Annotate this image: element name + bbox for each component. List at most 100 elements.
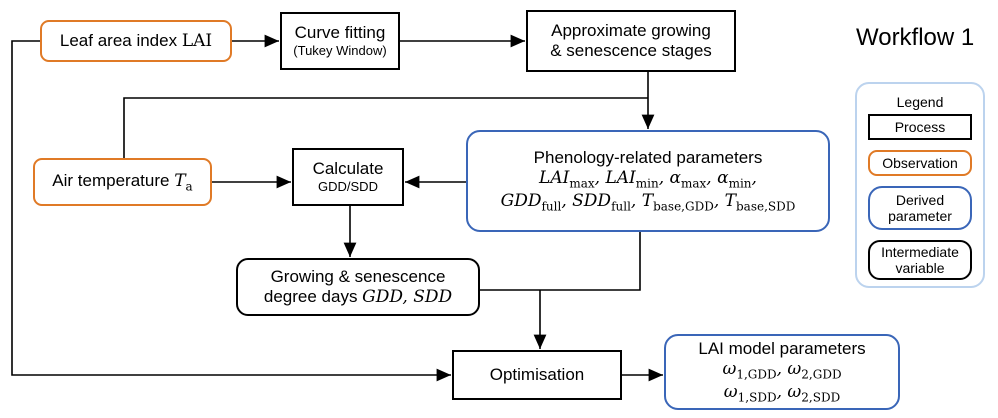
legend: Legend Process Observation Derived param… xyxy=(855,82,985,288)
subscript: max xyxy=(680,176,707,191)
subscript: max xyxy=(569,176,595,191)
text-line: degree days GDD, SDD xyxy=(264,287,452,307)
subscript: min xyxy=(728,176,752,191)
math-symbol: , xyxy=(706,168,717,188)
math-symbol: , xyxy=(595,168,606,188)
symbol: T xyxy=(641,191,654,212)
text-line: ω1,SDD, ω2,SDD xyxy=(724,382,840,405)
math-symbol: LAI xyxy=(182,31,212,51)
symbol: , xyxy=(658,168,670,189)
symbol: LAI xyxy=(539,168,570,189)
intermediate-node: Growing & senescence degree days GDD, SDD xyxy=(236,258,480,316)
observation-node: Air temperature Ta xyxy=(33,158,212,206)
legend-item: Observation xyxy=(868,150,972,176)
subscript: a xyxy=(185,179,193,193)
label: GDD/SDD xyxy=(318,179,378,195)
symbol: , xyxy=(751,168,757,189)
text-line: Calculate xyxy=(313,159,384,179)
text-line: Optimisation xyxy=(490,365,584,385)
text-line: Curve fitting xyxy=(295,23,386,43)
symbol: GDD xyxy=(500,191,542,212)
label: LAI model parameters xyxy=(698,339,866,359)
process-node: Curve fitting (Tukey Window) xyxy=(280,12,400,70)
text-line: Growing & senescence xyxy=(271,267,446,287)
symbol: SDD xyxy=(572,191,612,212)
math-symbol: GDDfull xyxy=(500,191,562,213)
label: Leaf area index xyxy=(59,30,182,50)
label: degree days xyxy=(263,287,363,306)
symbol: LAI xyxy=(181,30,213,51)
arrow xyxy=(11,40,451,382)
math-symbol: ω1,SDD xyxy=(723,382,777,405)
subscript: base,SDD xyxy=(735,199,796,214)
process-node: Calculate GDD/SDD xyxy=(292,148,404,206)
symbol: T xyxy=(174,170,186,191)
math-symbol: Ta xyxy=(174,170,193,193)
math-symbol: , xyxy=(777,382,788,402)
legend-item: Process xyxy=(868,114,972,140)
label: Optimisation xyxy=(489,364,585,384)
symbol: ω xyxy=(722,359,737,380)
math-symbol: Tbase,GDD xyxy=(641,191,714,214)
text-line: Approximate growing xyxy=(551,21,711,41)
text-line: Air temperature Ta xyxy=(52,171,192,194)
text-line: GDD/SDD xyxy=(318,179,378,195)
derived-node: LAI model parameters ω1,GDD, ω2,GDD ω1,SDD… xyxy=(664,334,900,410)
math-symbol: , xyxy=(561,191,572,211)
symbol: SDD xyxy=(413,287,453,307)
subscript: full xyxy=(611,199,631,214)
math-symbol: GDD xyxy=(362,287,402,307)
text-line: LAI model parameters xyxy=(698,339,865,359)
label: Air temperature xyxy=(52,170,175,190)
label: Curve fitting xyxy=(294,23,386,42)
legend-title: Legend xyxy=(896,94,944,110)
math-symbol: αmax xyxy=(669,168,707,191)
math-symbol: αmin xyxy=(717,168,752,191)
math-symbol: , xyxy=(659,168,670,188)
symbol: , xyxy=(630,191,642,212)
subscript: min xyxy=(635,176,659,191)
math-symbol: , xyxy=(714,191,725,211)
subscript: 2,GDD xyxy=(801,367,842,382)
subscript: 2,SDD xyxy=(801,390,841,405)
text-line: Leaf area index LAI xyxy=(60,31,212,51)
symbol: ω xyxy=(787,382,802,403)
title: Workflow 1 xyxy=(856,24,975,51)
symbol: , xyxy=(713,191,725,212)
derived-node: Phenology-related parameters LAImax, LAIm… xyxy=(466,130,830,232)
subscript: 1,GDD xyxy=(736,367,777,382)
math-symbol: ω1,GDD xyxy=(722,359,777,382)
symbol: , xyxy=(776,359,788,380)
subscript: base,GDD xyxy=(653,199,714,214)
connector xyxy=(480,232,641,291)
process-node: Optimisation xyxy=(452,350,622,400)
math-symbol: SDD xyxy=(413,287,452,307)
symbol: α xyxy=(669,168,681,189)
symbol: α xyxy=(717,168,729,189)
symbol: , xyxy=(706,168,718,189)
text-line: GDDfull, SDDfull, Tbase,GDD, Tbase,SDD xyxy=(501,191,796,214)
symbol: ω xyxy=(723,382,738,403)
connector xyxy=(123,97,648,158)
label: (Tukey Window) xyxy=(293,43,387,59)
text-line: & senescence stages xyxy=(550,41,712,61)
label: Calculate xyxy=(312,159,384,178)
math-symbol: ω2,GDD xyxy=(787,359,842,382)
text-line: Phenology-related parameters xyxy=(534,148,763,168)
label: & senescence stages xyxy=(550,41,712,60)
math-symbol: , xyxy=(752,168,757,188)
symbol: ω xyxy=(787,359,802,380)
text-line: (Tukey Window) xyxy=(293,43,386,59)
text-line: LAImax, LAImin, αmax, αmin, xyxy=(539,168,757,191)
observation-node: Leaf area index LAI xyxy=(40,20,232,62)
symbol: , xyxy=(594,168,606,189)
math-symbol: ω2,SDD xyxy=(787,382,841,405)
math-symbol: SDDfull xyxy=(572,191,631,214)
legend-item: Derived parameter xyxy=(868,186,972,230)
subscript: 1,SDD xyxy=(737,390,777,405)
symbol: , xyxy=(561,191,573,212)
label: Phenology-related parameters xyxy=(533,148,763,168)
math-symbol: LAImin xyxy=(605,168,659,191)
